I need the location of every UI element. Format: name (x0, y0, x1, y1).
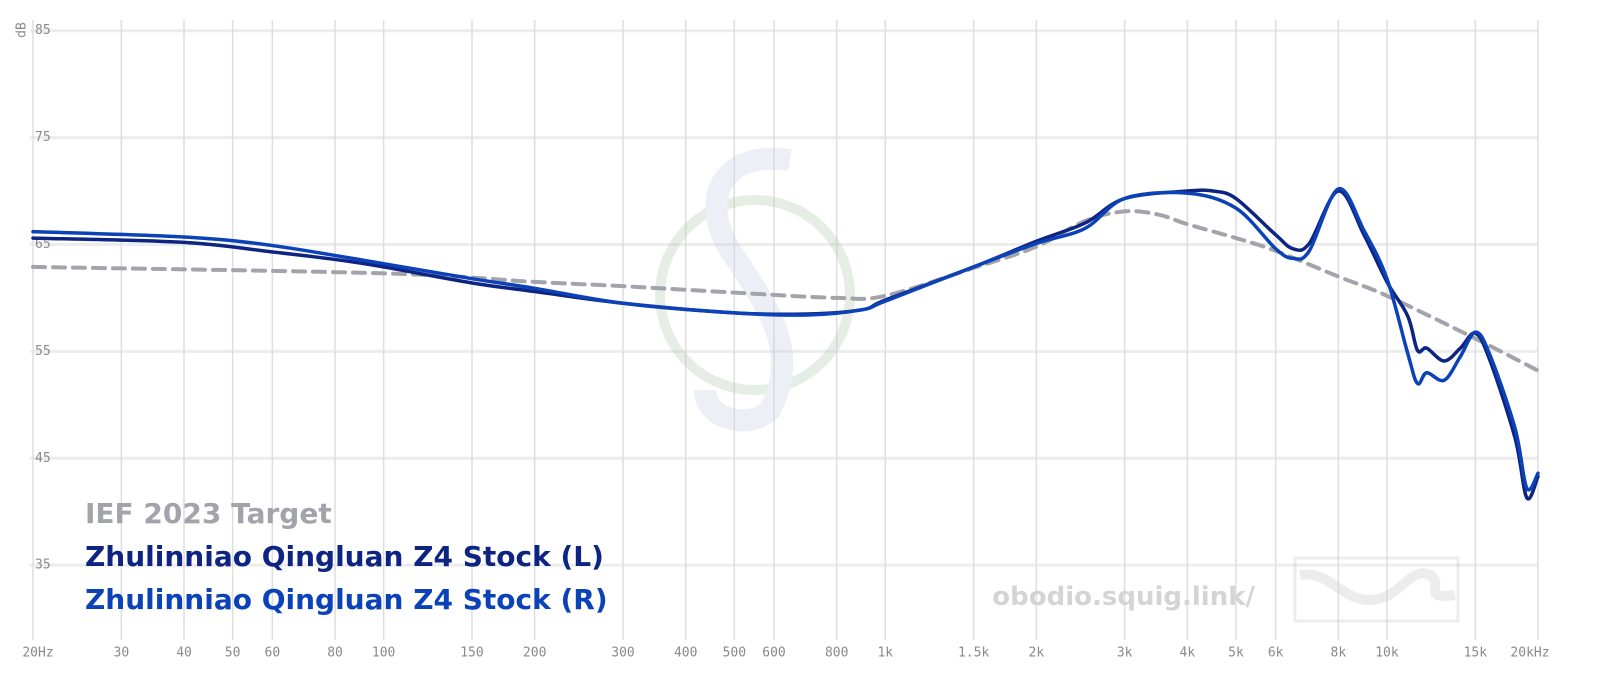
plot: 35 45 55 65 75 85 20Hz 30 40 50 60 80 100 150 200 300 40… (22, 23, 1549, 660)
x-tick-label: 80 (327, 646, 343, 661)
x-tick-label: 200 (523, 646, 546, 661)
x-tick-label: 8k (1331, 646, 1347, 661)
x-tick-label: 60 (265, 646, 281, 661)
x-tick-label: 30 (114, 646, 130, 661)
legend-entry: Zhulinniao Qingluan Z4 Stock (L) (85, 540, 604, 573)
legend-entry: IEF 2023 Target (85, 497, 332, 530)
x-tick-label: 4k (1180, 646, 1196, 661)
x-tick-label: 5k (1228, 646, 1244, 661)
series-line (31, 209, 1540, 373)
x-tick-label: 10k (1375, 646, 1399, 661)
x-tick-label: 600 (762, 646, 785, 661)
y-tick-label: 65 (35, 237, 51, 252)
x-tick-label: 1k (877, 646, 893, 661)
x-tick-label: 15k (1464, 646, 1488, 661)
y-tick-label: 45 (35, 451, 51, 466)
x-tick-label: 20kHz (1510, 646, 1549, 661)
watermark: obodio.squig.link/ (992, 582, 1255, 612)
series-line (31, 187, 1540, 492)
y-tick-label: 75 (35, 130, 51, 145)
series-line (31, 188, 1540, 501)
y-tick-label: 85 (35, 23, 51, 38)
x-tick-label: 500 (723, 646, 746, 661)
y-tick-label: 55 (35, 344, 51, 359)
x-tick-label: 20Hz (22, 646, 53, 661)
y-axis-label: dB (15, 22, 30, 38)
x-tick-label: 6k (1268, 646, 1284, 661)
x-tick-label: 400 (674, 646, 697, 661)
x-tick-label: 150 (460, 646, 483, 661)
y-tick-label: 35 (35, 558, 51, 573)
x-tick-label: 50 (225, 646, 241, 661)
x-tick-label: 800 (825, 646, 848, 661)
x-tick-label: 100 (372, 646, 395, 661)
x-tick-label: 3k (1117, 646, 1133, 661)
grid (30, 20, 1539, 640)
x-tick-label: 300 (611, 646, 634, 661)
x-tick-label: 2k (1029, 646, 1045, 661)
x-tick-label: 40 (176, 646, 192, 661)
legend-entry: Zhulinniao Qingluan Z4 Stock (R) (85, 583, 608, 616)
x-tick-label: 1.5k (958, 646, 989, 661)
